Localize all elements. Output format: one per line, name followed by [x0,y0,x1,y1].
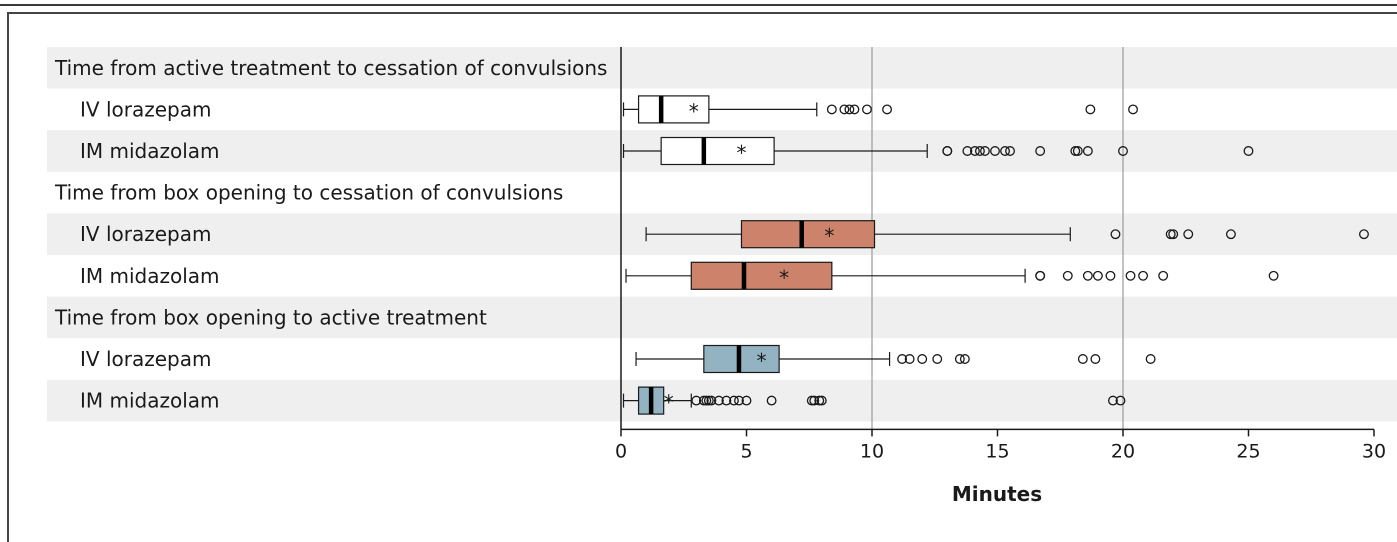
g1-im-midazolam-outlier [1070,146,1081,156]
row-band [47,47,1397,89]
group-title: Time from box opening to active treatmen… [54,305,487,329]
g2-im-midazolam-outlier [1035,270,1046,281]
g1-im-midazolam-outlier [1072,146,1083,156]
x-tick-label: 15 [985,440,1009,462]
chart-frame [7,12,1397,542]
g1-im-midazolam-box [660,136,775,166]
g3-iv-lorazepam-outlier [1090,354,1101,364]
g3-im-midazolam-outlier [721,395,732,406]
g3-im-midazolam-outlier [766,395,777,406]
g3-im-midazolam-outlier [816,395,827,406]
x-tick-label: 10 [860,440,884,462]
g3-im-midazolam-outlier [713,395,724,406]
g2-iv-lorazepam-box [740,220,876,249]
x-tick-label: 20 [1111,440,1135,462]
g1-im-midazolam-outlier [1243,146,1254,156]
g1-im-midazolam-outlier [1082,146,1093,156]
g3-im-midazolam-outlier [698,395,709,406]
g1-im-midazolam-outlier [942,146,953,156]
g2-iv-lorazepam-outlier [1183,229,1194,240]
g3-im-midazolam-outlier [1108,395,1118,406]
g1-iv-lorazepam-outlier [844,104,855,115]
g3-im-midazolam-outlier [1115,395,1126,406]
g3-iv-lorazepam-outlier [904,354,915,364]
row-label: IM midazolam [80,389,220,413]
g3-iv-lorazepam-outlier [897,354,908,364]
g1-iv-lorazepam-outlier [862,104,872,115]
g1-iv-lorazepam-outlier [882,104,893,115]
g3-im-midazolam-outlier [703,395,714,406]
g2-im-midazolam-mean-marker: * [779,266,789,290]
g3-im-midazolam-outlier [734,395,744,406]
row-label: IV lorazepam [80,97,211,121]
g3-iv-lorazepam-outlier [954,354,965,364]
g3-iv-lorazepam-outlier [917,354,928,364]
g2-im-midazolam-outlier [1158,270,1169,281]
g2-iv-lorazepam-outlier [1110,229,1121,240]
g1-im-midazolam-outlier [1118,146,1128,156]
g3-im-midazolam-outlier [706,395,717,406]
g1-iv-lorazepam-outlier [1085,104,1096,115]
g2-im-midazolam-outlier [1082,270,1093,281]
g1-im-midazolam-outlier [1000,146,1010,156]
g2-iv-lorazepam-outlier [1225,229,1236,240]
g1-iv-lorazepam-outlier [826,104,837,115]
g3-im-midazolam-outlier [814,395,825,406]
g2-im-midazolam-outlier [1125,270,1136,281]
g2-im-midazolam-outlier [1268,270,1279,281]
row-label: IV lorazepam [80,222,211,246]
row-labels: Time from active treatment to cessation … [54,56,607,413]
g3-iv-lorazepam-mean-marker: * [757,349,767,373]
g1-im-midazolam-outlier [990,146,1000,156]
g2-iv-lorazepam-outlier [1359,229,1369,240]
g3-im-midazolam-outlier [691,395,702,406]
g2-im-midazolam-outlier [1138,270,1149,281]
g2-im-midazolam-box [690,261,833,290]
g1-iv-lorazepam-mean-marker: * [689,99,699,123]
group-title: Time from active treatment to cessation … [54,56,607,80]
x-tick-label: 5 [740,440,752,462]
x-tick-label: 30 [1362,440,1386,462]
group-title: Time from box opening to cessation of co… [54,181,563,205]
g1-iv-lorazepam-outlier [849,104,860,115]
row-label: IV lorazepam [80,347,211,371]
g3-iv-lorazepam-outlier [959,354,970,364]
x-tick-label: 0 [615,440,627,462]
row-label: IM midazolam [80,139,220,163]
g1-im-midazolam-outlier [1035,146,1046,156]
g1-im-midazolam-outlier [974,146,985,156]
g3-iv-lorazepam-box [703,344,780,374]
g1-iv-lorazepam-outlier [1128,104,1138,115]
g3-im-midazolam-outlier [701,395,712,406]
g1-iv-lorazepam-outlier [839,104,850,115]
g1-im-midazolam-outlier [969,146,980,156]
g3-iv-lorazepam-outlier [932,354,943,364]
row-band [47,296,1397,339]
g3-im-midazolam-outlier [809,395,820,406]
g1-iv-lorazepam-box [637,95,710,124]
g1-im-midazolam-outlier [980,146,990,156]
g3-im-midazolam-outlier [806,395,817,406]
x-axis: 0 5 10 15 20 25 30 [615,47,1386,462]
g2-iv-lorazepam-mean-marker: * [824,224,834,248]
g3-im-midazolam-outlier [741,395,752,406]
g2-im-midazolam-outlier [1062,270,1073,281]
g1-im-midazolam-mean-marker: * [736,141,746,165]
g3-iv-lorazepam-outlier [1145,354,1156,364]
g3-im-midazolam-mean-marker: * [664,391,674,415]
g2-iv-lorazepam-outlier [1168,229,1179,240]
row-label: IM midazolam [80,264,220,288]
g3-im-midazolam-outlier [729,395,739,406]
g3-iv-lorazepam-outlier [1077,354,1088,364]
top-rule [0,4,1397,6]
g2-im-midazolam-outlier [1092,270,1103,281]
g2-im-midazolam-outlier [1105,270,1116,281]
g2-iv-lorazepam-outlier [1165,229,1176,240]
x-axis-label: Minutes [952,482,1042,506]
boxplot-chart: Time from active treatment to cessation … [47,47,1397,506]
g1-im-midazolam-outlier [962,146,973,156]
box-marks: * * * * * * [622,95,1369,415]
g1-im-midazolam-outlier [1005,146,1016,156]
x-tick-label: 25 [1236,440,1260,462]
